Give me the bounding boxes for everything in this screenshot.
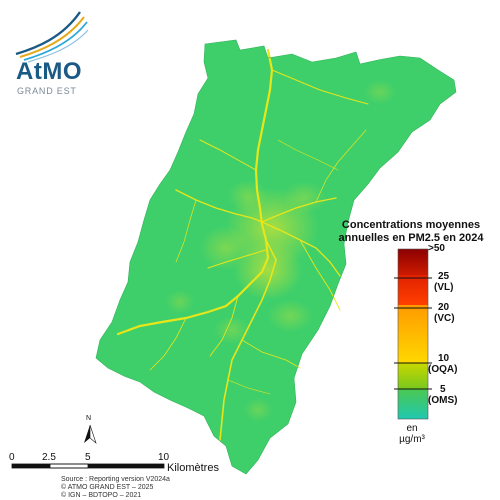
- legend-unit-line2: µg/m³: [399, 434, 425, 445]
- legend-title: Concentrations moyennes annuelles en PM2…: [336, 219, 486, 245]
- road-network: [116, 48, 369, 441]
- legend-unit-line1: en: [406, 423, 418, 434]
- scale-label-0: 0: [9, 452, 15, 463]
- legend-tick-vl: 25 (VL): [428, 271, 453, 293]
- legend-tick-oms-sub: (OMS): [428, 395, 458, 406]
- north-label: N: [86, 415, 92, 422]
- legend-tick-max: >50: [428, 243, 445, 254]
- legend-tick-vc-sub: (VC): [434, 313, 455, 324]
- legend-tick-oms-value: 5: [440, 384, 446, 395]
- scale-label-2-5: 2.5: [42, 452, 56, 463]
- legend-tick-oqa: 10 (OQA): [428, 353, 457, 375]
- scale-label-5: 5: [85, 452, 91, 463]
- logo-subtitle: GRAND EST: [17, 86, 77, 96]
- atmo-logo: AtMO GRAND EST: [10, 8, 90, 98]
- legend-tick-vl-sub: (VL): [434, 282, 454, 293]
- legend-tick-vl-value: 25: [438, 271, 450, 282]
- logo-brand-text: AtMO: [16, 58, 82, 85]
- legend-tick-max-value: >50: [428, 243, 445, 254]
- source-line3: © IGN – BDTOPO – 2021: [61, 492, 142, 499]
- legend-title-line1: Concentrations moyennes: [341, 219, 481, 231]
- north-arrow-icon: [84, 424, 97, 444]
- legend-colorbar: [397, 248, 429, 420]
- legend-tick-oqa-sub: (OQA): [428, 364, 458, 375]
- legend-ticks: [394, 277, 432, 390]
- legend-tick-oqa-value: 10: [438, 353, 450, 364]
- legend-unit: en µg/m³: [396, 423, 428, 445]
- scale-bar: [11, 463, 165, 469]
- legend-title-line2: annuelles en PM2.5 en 2024: [338, 232, 484, 244]
- territory-outline: [95, 39, 457, 475]
- legend-tick-oms: 5 (OMS): [428, 384, 457, 406]
- logo-wordmark: AtMO: [16, 58, 82, 86]
- source-line2: © ATMO GRAND EST – 2025: [61, 484, 154, 491]
- source-line1: Source : Reporting version V2024a: [61, 476, 170, 483]
- logo-swoosh-icon: [15, 11, 89, 63]
- legend-tick-vc: 20 (VC): [428, 302, 455, 324]
- scale-label-10: 10: [158, 452, 170, 463]
- legend-tick-vc-value: 20: [438, 302, 450, 313]
- scale-unit: Kilomètres: [167, 462, 219, 474]
